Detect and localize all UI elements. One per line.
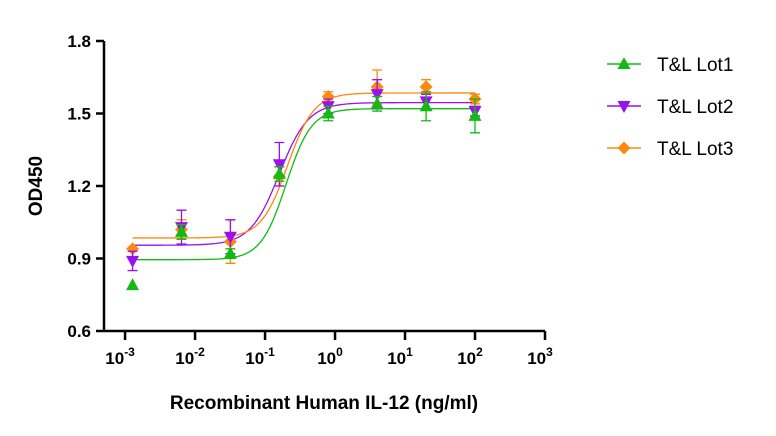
data-point [468, 108, 482, 121]
data-point [321, 90, 335, 104]
legend-marker [617, 101, 631, 113]
x-tick-label: 100 [317, 345, 343, 368]
y-axis-title: OD450 [26, 156, 47, 216]
data-point [419, 99, 433, 112]
x-tick-label: 103 [527, 345, 553, 368]
data-point [370, 89, 384, 102]
data-point [126, 242, 140, 256]
x-tick-label: 102 [457, 345, 483, 368]
x-tick-exponent: 0 [336, 345, 343, 359]
legend-label: T&L Lot2 [657, 97, 733, 118]
legend-label: T&L Lot1 [657, 55, 733, 76]
x-tick-exponent: 1 [406, 345, 413, 359]
axes: 0.60.91.21.51.8 10-3 10-2 10-1 100 101 102 103 [67, 32, 553, 368]
y-tick-label: 1.5 [67, 105, 91, 124]
fit-curve [132, 108, 476, 261]
x-tick-base: 10 [457, 349, 476, 368]
legend-label: T&L Lot3 [657, 139, 733, 160]
x-tick-exponent: 2 [476, 345, 483, 359]
data-point [419, 80, 433, 94]
data-point [272, 159, 286, 172]
data-point [223, 231, 237, 244]
data-point [223, 246, 237, 259]
data-point [321, 106, 335, 119]
x-tick-base: 10 [317, 349, 336, 368]
y-tick-label: 0.6 [67, 322, 91, 341]
y-tick-label: 0.9 [67, 250, 91, 269]
x-tick-base: 10 [527, 349, 546, 368]
y-ticks: 0.6 0.9 1.2 1.5 1.8 [67, 32, 104, 341]
data-point [370, 96, 384, 109]
data-points [126, 69, 482, 291]
x-tick-exponent: -2 [194, 345, 205, 359]
fit-curve [132, 92, 476, 239]
x-tick-label: 10-3 [105, 345, 135, 368]
x-tick-base: 10 [175, 349, 194, 368]
legend: T&L Lot1 T&L Lot2 T&L Lot3 [607, 55, 733, 160]
data-point [126, 278, 140, 291]
legend-marker [617, 57, 631, 69]
data-point [272, 166, 286, 179]
x-tick-base: 10 [387, 349, 406, 368]
x-ticks: 10-3 10-2 10-1 100 101 102 103 [105, 331, 553, 368]
x-tick-exponent: -3 [124, 345, 135, 359]
x-tick-exponent: 3 [546, 345, 553, 359]
x-axis-title: Recombinant Human IL-12 (ng/ml) [170, 393, 478, 414]
x-tick-base: 10 [105, 349, 124, 368]
data-point [126, 255, 140, 268]
data-point [174, 224, 188, 237]
x-tick-base: 10 [245, 349, 264, 368]
y-tick-label: 1.8 [67, 32, 91, 51]
x-tick-label: 101 [387, 345, 413, 368]
y-tick-label: 1.2 [67, 177, 91, 196]
legend-marker [617, 141, 631, 155]
x-tick-exponent: -1 [264, 345, 275, 359]
x-tick-label: 10-1 [245, 345, 275, 368]
x-tick-label: 10-2 [175, 345, 205, 368]
fit-curves [132, 92, 476, 261]
